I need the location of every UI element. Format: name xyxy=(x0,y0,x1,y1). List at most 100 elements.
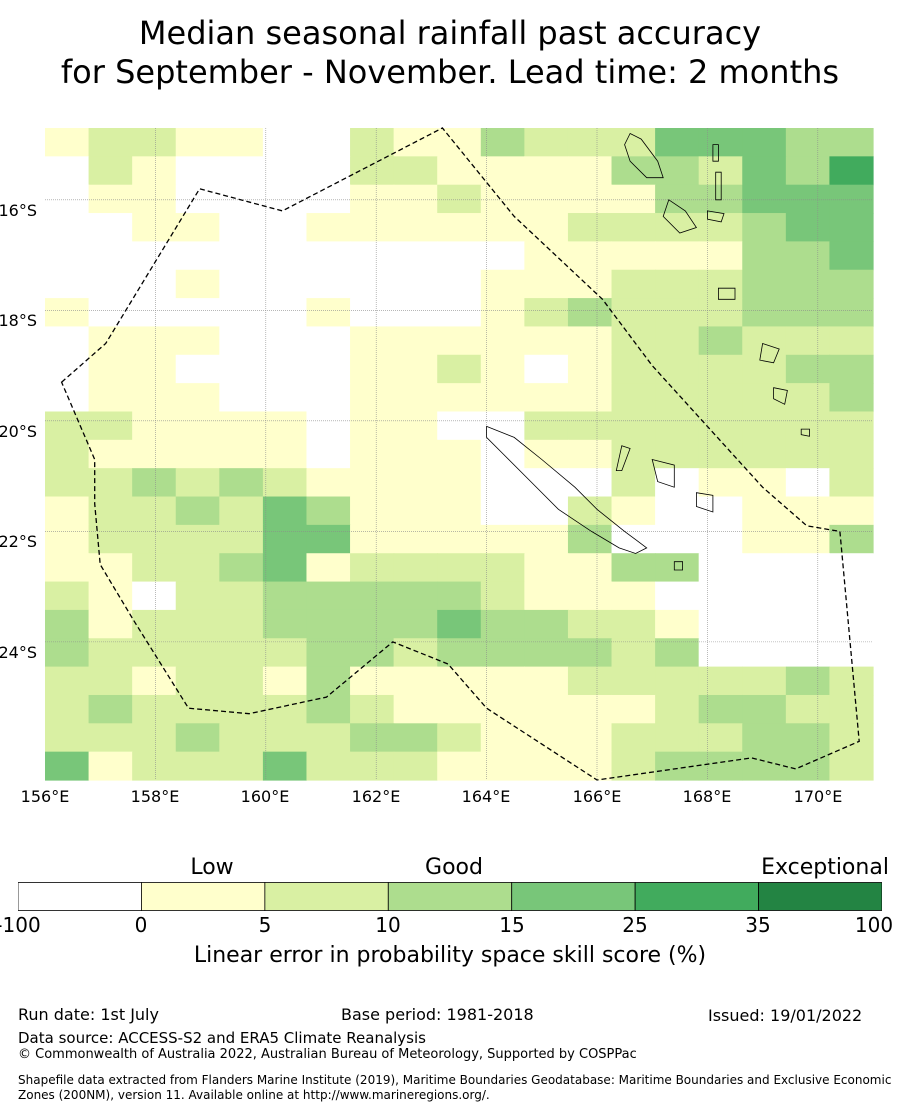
grid-cell xyxy=(567,638,613,668)
grid-cell xyxy=(132,298,177,328)
grid-cell xyxy=(742,128,787,157)
grid-cell xyxy=(829,468,874,498)
grid-cell xyxy=(829,184,874,214)
grid-cell xyxy=(306,609,351,639)
cb-tick-100: 100 xyxy=(854,913,894,937)
grid-cell xyxy=(132,609,177,639)
grid-cell xyxy=(829,524,874,554)
island-outline xyxy=(486,425,648,554)
colorbar-swatch xyxy=(758,882,882,911)
grid-cell xyxy=(611,184,656,214)
y-tick-16s: 16°S xyxy=(0,201,37,220)
grid-cell xyxy=(655,128,700,157)
island-outline xyxy=(718,287,736,300)
grid-cell xyxy=(524,213,569,242)
grid-cell xyxy=(175,128,220,157)
grid-cell xyxy=(480,666,525,696)
grid-cell xyxy=(480,128,525,157)
grid-cell xyxy=(567,128,613,157)
grid-cell xyxy=(306,553,351,583)
grid-cell xyxy=(567,269,613,299)
grid-cell xyxy=(393,298,438,328)
grid-cell xyxy=(480,751,525,781)
grid-cell xyxy=(132,694,177,724)
x-tick-156: 156°E xyxy=(20,787,70,806)
grid-cell xyxy=(306,156,351,186)
grid-cell xyxy=(611,298,656,328)
y-tick-20s: 20°S xyxy=(0,422,37,441)
grid-cell xyxy=(742,326,787,356)
grid-cell xyxy=(698,439,743,469)
grid-cell xyxy=(306,638,351,668)
cb-tick-neg100: -100 xyxy=(0,913,41,937)
grid-cell xyxy=(567,354,613,384)
grid-cell xyxy=(393,581,438,611)
island-outline xyxy=(759,342,780,364)
grid-cell xyxy=(219,383,264,413)
grid-cell xyxy=(698,156,743,186)
grid-cell xyxy=(45,496,90,526)
grid-cell xyxy=(175,609,220,639)
grid-cell xyxy=(785,439,831,469)
grid-cell xyxy=(437,439,482,469)
grid-cell xyxy=(219,156,264,186)
grid-cell xyxy=(393,723,438,753)
grid-cell xyxy=(45,269,90,299)
grid-cell xyxy=(219,581,264,611)
grid-cell xyxy=(306,581,351,611)
grid-cell xyxy=(567,439,613,469)
grid-cell xyxy=(88,524,133,554)
grid-cell xyxy=(829,751,874,781)
island-outline xyxy=(800,428,810,437)
grid-cell xyxy=(611,666,656,696)
x-tick-158: 158°E xyxy=(130,787,180,806)
grid-cell xyxy=(524,468,569,498)
grid-cell xyxy=(480,156,525,186)
grid-cell xyxy=(829,383,874,413)
grid-cell xyxy=(524,411,569,441)
grid-cell xyxy=(88,581,133,611)
grid-cell xyxy=(524,354,569,384)
grid-cell xyxy=(611,723,656,753)
grid-cell xyxy=(393,411,438,441)
grid-cell xyxy=(480,496,525,526)
grid-cell xyxy=(175,468,220,498)
grid-cell xyxy=(45,723,90,753)
grid-cell xyxy=(655,496,700,526)
grid-cell xyxy=(45,751,90,781)
grid-cell xyxy=(262,553,308,583)
grid-cell xyxy=(785,269,831,299)
colorbar xyxy=(18,882,882,911)
grid-cell xyxy=(524,666,569,696)
grid-cell xyxy=(306,723,351,753)
grid-cell xyxy=(742,524,787,554)
grid-cell xyxy=(829,156,874,186)
grid-cell xyxy=(45,411,90,441)
grid-cell xyxy=(742,581,787,611)
island-outline xyxy=(696,492,714,513)
grid-cell xyxy=(132,128,177,157)
rainfall-skill-map xyxy=(45,127,874,781)
category-good: Good xyxy=(425,855,483,880)
grid-cell xyxy=(262,609,308,639)
grid-cell xyxy=(480,184,525,214)
grid-cell xyxy=(524,638,569,668)
grid-cell xyxy=(437,723,482,753)
grid-cell xyxy=(524,609,569,639)
grid-cell xyxy=(655,213,700,242)
grid-cell xyxy=(219,609,264,639)
grid-cell xyxy=(742,269,787,299)
grid-cell xyxy=(829,581,874,611)
grid-cell xyxy=(306,666,351,696)
grid-cell xyxy=(219,723,264,753)
grid-cell xyxy=(567,581,613,611)
grid-cell xyxy=(567,326,613,356)
grid-cell xyxy=(524,439,569,469)
grid-cell xyxy=(262,128,308,157)
grid-cell xyxy=(437,184,482,214)
grid-cell xyxy=(698,241,743,271)
grid-cell xyxy=(175,666,220,696)
grid-cell xyxy=(219,666,264,696)
y-tick-22s: 22°S xyxy=(0,532,37,551)
grid-cell xyxy=(350,666,395,696)
